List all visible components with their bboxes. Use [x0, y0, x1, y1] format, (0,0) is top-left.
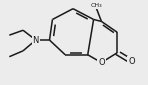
Text: CH₃: CH₃ [91, 3, 102, 8]
Text: O: O [98, 58, 105, 67]
Text: N: N [33, 36, 39, 45]
Text: O: O [128, 57, 135, 66]
